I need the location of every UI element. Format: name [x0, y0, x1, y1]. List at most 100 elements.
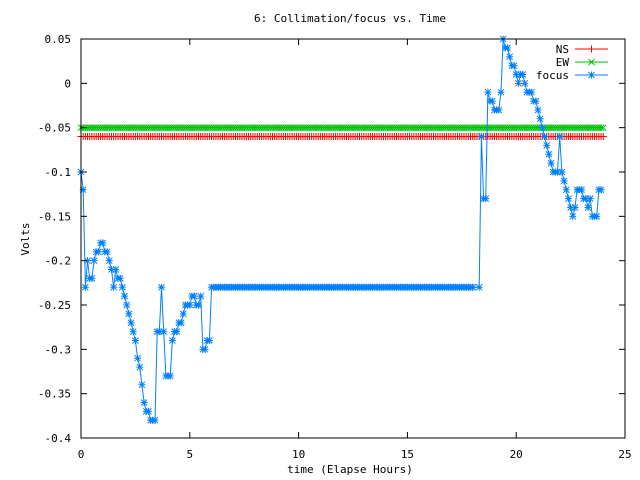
series-line-focus — [80, 38, 602, 421]
x-tick-label: 0 — [78, 448, 85, 461]
data-point-focus — [497, 88, 505, 96]
y-axis-label: Volts — [19, 222, 32, 255]
data-point-focus — [514, 79, 522, 87]
data-point-focus — [90, 257, 98, 265]
data-point-focus — [84, 257, 92, 265]
data-point-focus — [151, 416, 159, 424]
data-point-focus — [144, 407, 152, 415]
legend-marker-focus — [588, 71, 595, 79]
y-tick-label: -0.05 — [38, 122, 71, 135]
data-point-focus — [136, 363, 144, 371]
data-point-focus — [129, 328, 137, 336]
y-tick-label: -0.25 — [38, 299, 71, 312]
data-point-focus — [131, 336, 139, 344]
data-point-focus — [558, 168, 566, 176]
data-point-focus — [99, 239, 107, 247]
plot-frame — [80, 38, 626, 439]
y-tick-label: -0.15 — [38, 210, 71, 223]
data-point-focus — [577, 186, 585, 194]
data-point-focus — [503, 44, 511, 52]
legend-label-ew: EW — [556, 56, 570, 69]
data-point-focus — [567, 203, 575, 211]
data-point-focus — [569, 212, 577, 220]
data-point-focus — [140, 399, 148, 407]
data-point-focus — [179, 310, 187, 318]
y-tick-label: -0.3 — [45, 343, 72, 356]
data-point-focus — [138, 381, 146, 389]
data-point-focus — [510, 62, 518, 70]
legend-marker-ew — [588, 58, 595, 66]
series-ew — [77, 124, 607, 132]
data-point-focus — [88, 274, 96, 282]
data-point-focus — [475, 283, 483, 291]
data-point-focus — [488, 97, 496, 105]
data-point-focus — [543, 141, 551, 149]
data-point-focus — [103, 248, 111, 256]
data-point-focus — [160, 328, 168, 336]
y-tick-label: -0.2 — [45, 255, 72, 268]
data-point-focus — [116, 274, 124, 282]
y-tick-label: 0 — [64, 77, 71, 90]
data-point-focus — [118, 283, 126, 291]
data-point-focus — [105, 257, 113, 265]
data-point-focus — [512, 70, 520, 78]
data-point-focus — [556, 133, 564, 141]
data-point-focus — [94, 248, 102, 256]
axes: 0 5 10 15 20 25 0.05 0 -0.05 -0.1 -0.15 -0.2 -0.25 -0… — [38, 33, 632, 461]
x-tick-label: 15 — [401, 448, 414, 461]
data-point-focus — [545, 150, 553, 158]
data-point-focus — [177, 319, 185, 327]
data-point-focus — [554, 168, 562, 176]
data-point-focus — [532, 97, 540, 105]
data-point-focus — [110, 283, 118, 291]
x-tick-label: 5 — [186, 448, 193, 461]
data-point-focus — [484, 88, 492, 96]
data-point-focus — [190, 292, 198, 300]
data-point-focus — [538, 124, 546, 132]
data-point-ns — [599, 133, 607, 141]
x-axis-label: time (Elapse Hours) — [287, 463, 413, 476]
x-tick-label: 25 — [618, 448, 631, 461]
data-point-focus — [477, 133, 485, 141]
data-point-focus — [547, 159, 555, 167]
data-point-focus — [197, 292, 205, 300]
plot-area — [77, 35, 607, 424]
data-point-focus — [186, 301, 194, 309]
data-point-focus — [168, 336, 176, 344]
data-point-focus — [527, 88, 535, 96]
data-point-focus — [195, 301, 203, 309]
data-point-focus — [597, 186, 605, 194]
y-tick-label: -0.4 — [45, 432, 72, 445]
data-point-focus — [521, 79, 529, 87]
data-point-focus — [112, 266, 120, 274]
data-point-ew — [599, 124, 607, 132]
data-point-focus — [123, 301, 131, 309]
data-point-focus — [127, 319, 135, 327]
data-point-focus — [201, 345, 209, 353]
x-tick-label: 20 — [510, 448, 523, 461]
series-focus — [77, 35, 605, 424]
data-point-focus — [107, 266, 115, 274]
data-point-focus — [166, 372, 174, 380]
series-ns — [77, 133, 607, 141]
chart-title: 6: Collimation/focus vs. Time — [254, 12, 446, 25]
data-point-focus — [582, 195, 590, 203]
data-point-focus — [134, 354, 142, 362]
data-point-focus — [155, 328, 163, 336]
data-point-focus — [79, 186, 87, 194]
data-point-focus — [506, 53, 514, 61]
data-point-focus — [571, 203, 579, 211]
y-tick-label: 0.05 — [45, 33, 72, 46]
data-point-focus — [495, 106, 503, 114]
data-point-focus — [158, 283, 166, 291]
data-point-focus — [125, 310, 133, 318]
data-point-focus — [534, 106, 542, 114]
data-point-focus — [121, 292, 129, 300]
data-point-focus — [205, 336, 213, 344]
legend-label-focus: focus — [536, 69, 569, 82]
data-point-ew — [597, 124, 605, 132]
data-point-focus — [584, 203, 592, 211]
data-point-focus — [536, 115, 544, 123]
